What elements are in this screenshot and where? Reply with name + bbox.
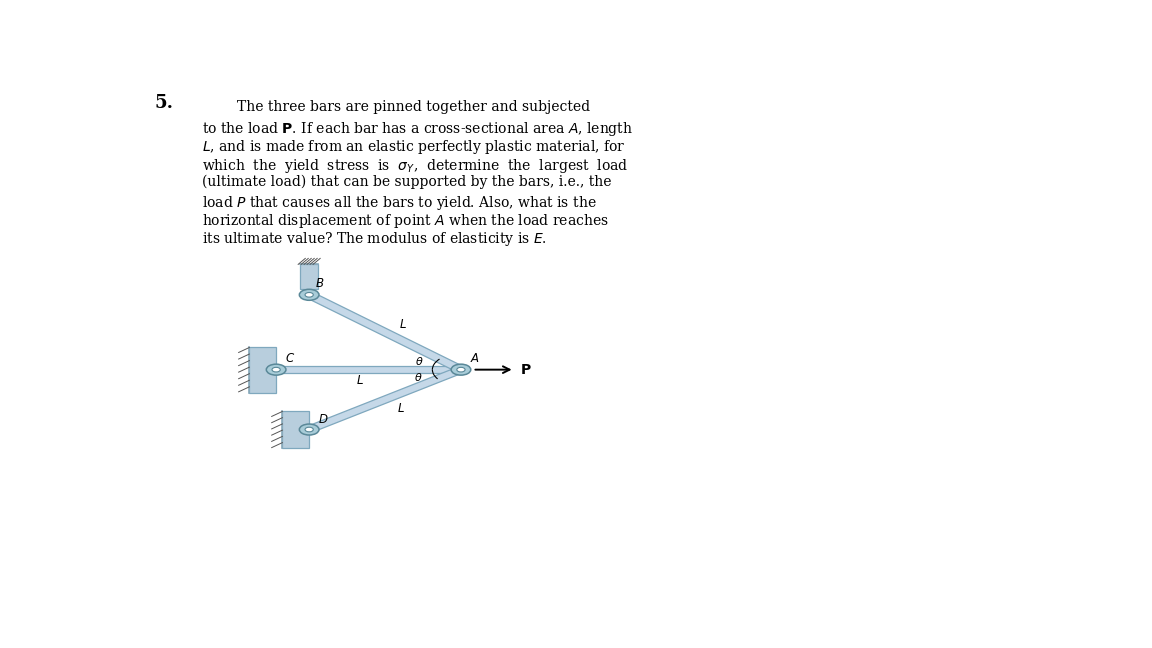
Circle shape (300, 424, 319, 435)
Text: 5.: 5. (154, 94, 174, 111)
Text: $A$: $A$ (470, 352, 479, 365)
Text: which  the  yield  stress  is  $\sigma_Y$,  determine  the  largest  load: which the yield stress is $\sigma_Y$, de… (202, 157, 629, 174)
Text: $L$: $L$ (356, 374, 364, 387)
Text: $\theta$: $\theta$ (415, 355, 424, 367)
Bar (249, 347, 276, 393)
Circle shape (452, 364, 471, 375)
Bar (301, 264, 318, 289)
Text: $L$: $L$ (399, 318, 407, 331)
Text: its ultimate value? The modulus of elasticity is $E$.: its ultimate value? The modulus of elast… (202, 231, 547, 248)
Text: $\theta$: $\theta$ (415, 371, 423, 383)
Circle shape (300, 289, 319, 300)
Polygon shape (305, 292, 464, 372)
Circle shape (305, 427, 313, 432)
Circle shape (266, 364, 286, 375)
Circle shape (457, 367, 465, 372)
Polygon shape (276, 366, 461, 373)
Text: horizontal displacement of point $A$ when the load reaches: horizontal displacement of point $A$ whe… (202, 212, 608, 230)
Text: $C$: $C$ (285, 352, 295, 365)
Circle shape (305, 292, 313, 297)
Text: The three bars are pinned together and subjected: The three bars are pinned together and s… (202, 100, 590, 114)
Polygon shape (305, 367, 464, 432)
Text: to the load $\mathbf{P}$. If each bar has a cross-sectional area $A$, length: to the load $\mathbf{P}$. If each bar ha… (202, 120, 634, 137)
Text: $D$: $D$ (318, 413, 328, 426)
Text: (ultimate load) that can be supported by the bars, i.e., the: (ultimate load) that can be supported by… (202, 175, 612, 189)
Bar (282, 411, 309, 448)
Text: load $P$ that causes all the bars to yield. Also, what is the: load $P$ that causes all the bars to yie… (202, 194, 597, 211)
Text: $L$, and is made from an elastic perfectly plastic material, for: $L$, and is made from an elastic perfect… (202, 138, 626, 156)
Text: $\mathbf{P}$: $\mathbf{P}$ (520, 363, 531, 376)
Text: $B$: $B$ (316, 277, 325, 290)
Text: $L$: $L$ (397, 402, 406, 415)
Circle shape (272, 367, 280, 372)
